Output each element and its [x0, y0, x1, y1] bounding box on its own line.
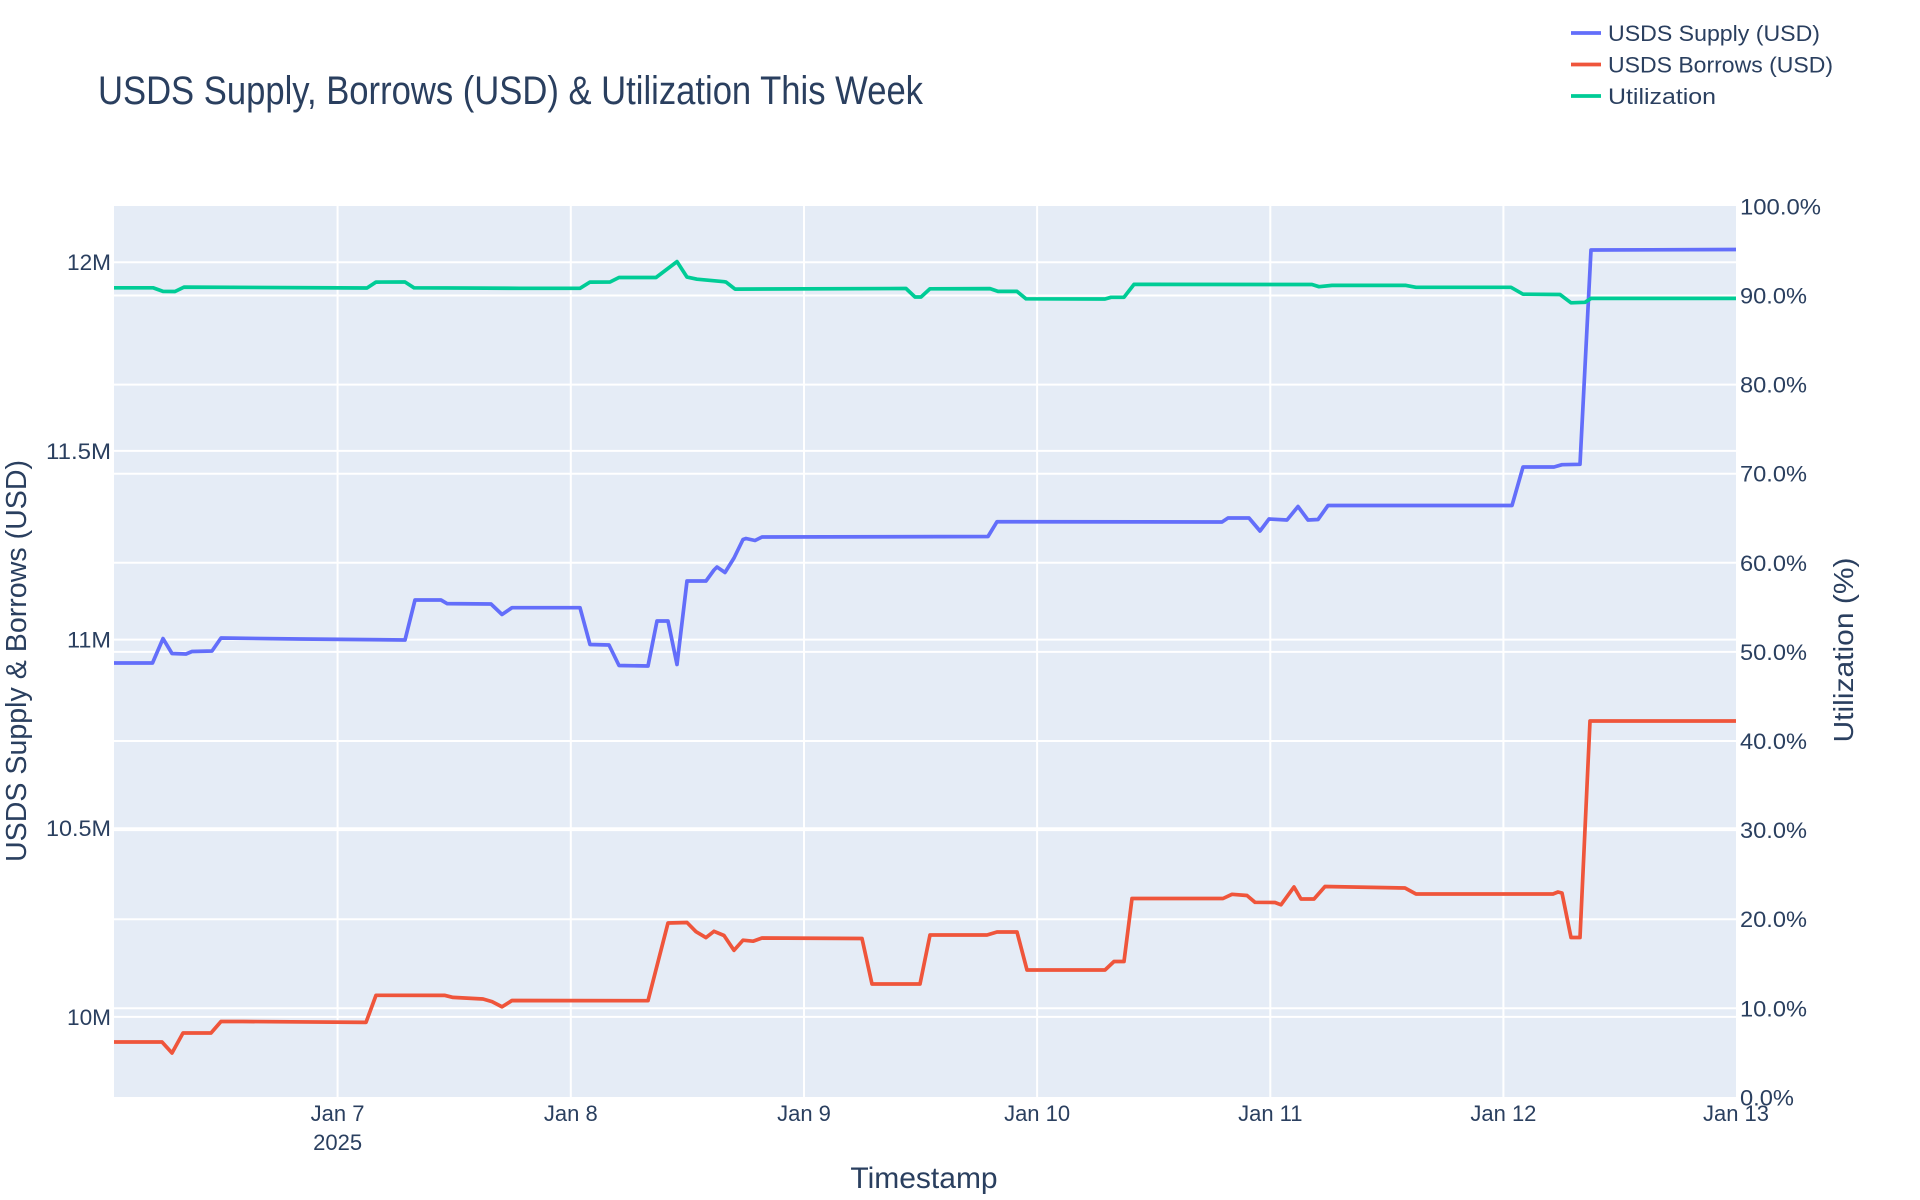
svg-text:Timestamp: Timestamp: [850, 1162, 997, 1195]
svg-text:USDS Borrows (USD): USDS Borrows (USD): [1608, 53, 1833, 78]
svg-text:Jan 12: Jan 12: [1470, 1101, 1536, 1126]
svg-text:Jan 7: Jan 7: [311, 1101, 365, 1126]
svg-text:10M: 10M: [67, 1005, 111, 1030]
svg-text:Utilization: Utilization: [1608, 84, 1716, 109]
svg-text:USDS Supply, Borrows (USD) & U: USDS Supply, Borrows (USD) & Utilization…: [98, 69, 924, 113]
svg-text:100.0%: 100.0%: [1740, 194, 1821, 219]
svg-text:Utilization (%): Utilization (%): [1828, 558, 1859, 743]
svg-text:70.0%: 70.0%: [1740, 462, 1807, 487]
svg-text:Jan 10: Jan 10: [1004, 1101, 1070, 1126]
svg-text:11M: 11M: [67, 628, 111, 653]
svg-text:USDS Supply & Borrows (USD): USDS Supply & Borrows (USD): [1, 460, 33, 862]
svg-text:Jan 9: Jan 9: [777, 1101, 831, 1126]
svg-text:80.0%: 80.0%: [1740, 373, 1807, 398]
svg-text:10.5M: 10.5M: [46, 816, 111, 841]
svg-text:0.0%: 0.0%: [1740, 1085, 1794, 1110]
svg-text:Jan 13: Jan 13: [1703, 1101, 1769, 1126]
svg-text:60.0%: 60.0%: [1740, 551, 1807, 576]
svg-text:20.0%: 20.0%: [1740, 907, 1807, 932]
svg-text:Jan 11: Jan 11: [1238, 1101, 1302, 1126]
svg-text:11.5M: 11.5M: [46, 439, 111, 464]
svg-text:50.0%: 50.0%: [1740, 640, 1807, 665]
svg-text:10.0%: 10.0%: [1740, 996, 1807, 1021]
svg-text:2025: 2025: [313, 1130, 362, 1155]
svg-text:40.0%: 40.0%: [1740, 729, 1807, 754]
svg-text:90.0%: 90.0%: [1740, 284, 1807, 309]
svg-text:12M: 12M: [67, 250, 111, 275]
svg-text:USDS Supply (USD): USDS Supply (USD): [1608, 21, 1820, 46]
svg-text:30.0%: 30.0%: [1740, 818, 1807, 843]
svg-text:Jan 8: Jan 8: [544, 1101, 598, 1126]
